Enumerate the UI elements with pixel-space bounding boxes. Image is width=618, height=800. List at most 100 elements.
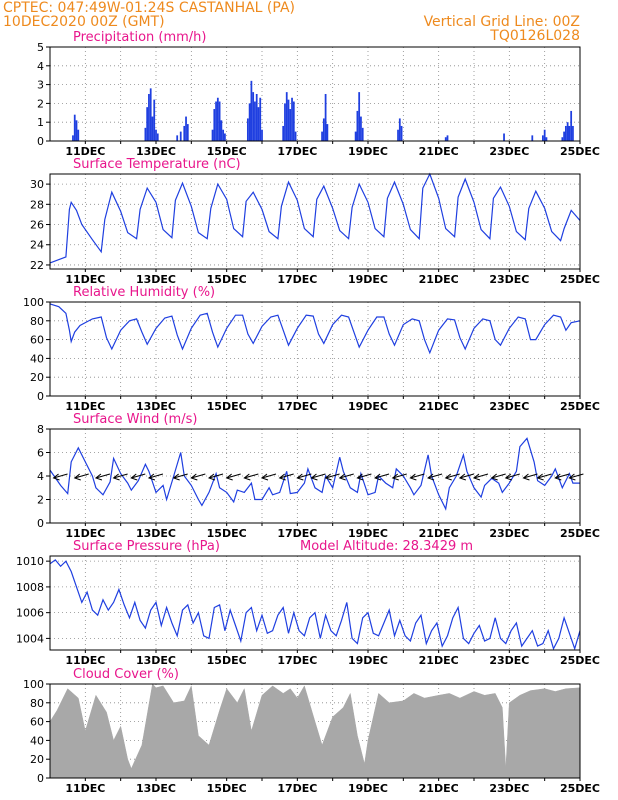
precip-bar <box>446 135 449 141</box>
x-tick-label: 19DEC <box>348 145 388 158</box>
precip-bar <box>324 94 327 141</box>
panel-surface-temperature: 22 24 26 28 30 11DEC 13DEC 15DEC 17DEC 19DEC 21DEC… <box>30 157 600 286</box>
run-date: 10DEC2020 00Z (GMT) <box>3 14 165 30</box>
station-header: CPTEC: 047:49W-01:24S CASTANHAL (PA) <box>3 0 295 16</box>
precip-bar <box>250 80 253 141</box>
cloud-cover-area <box>49 683 581 779</box>
y-tick-label: 30 <box>30 178 44 191</box>
precip-bar <box>566 122 569 141</box>
x-tick-label: 15DEC <box>207 782 247 795</box>
precip-bar <box>185 116 187 141</box>
wind-arrow-head <box>568 473 576 481</box>
x-tick-label: 23DEC <box>489 527 529 540</box>
y-tick-label: 3 <box>37 79 44 92</box>
wind-arrow-shaft <box>374 473 390 479</box>
wind-arrow-head <box>243 473 251 481</box>
precip-bar <box>213 109 216 141</box>
wind-arrow-shaft <box>427 473 443 479</box>
wind-arrow-shaft <box>191 473 206 479</box>
y-tick-label: 0 <box>37 772 44 785</box>
wind-arrow-head <box>504 473 512 481</box>
model-code: TQ0126L028 <box>489 28 580 44</box>
x-tick-label: 17DEC <box>277 654 317 667</box>
x-tick-label: 17DEC <box>277 400 317 413</box>
precip-bar <box>503 133 505 141</box>
precip-bar <box>224 133 226 141</box>
x-tick-label: 13DEC <box>136 654 176 667</box>
x-tick-label: 25DEC <box>560 654 600 667</box>
precip-bar <box>563 131 565 141</box>
wind-arrow <box>324 473 340 481</box>
wind-arrow <box>207 473 224 481</box>
precip-bar <box>216 97 219 141</box>
y-tick-label: 4 <box>37 60 44 73</box>
y-tick-label: 1006 <box>16 607 44 620</box>
x-tick-label: 21DEC <box>419 145 459 158</box>
x-tick-label: 13DEC <box>136 145 176 158</box>
wind-arrow-head <box>554 473 562 481</box>
precip-bar <box>356 110 359 141</box>
precip-bar <box>542 135 544 141</box>
y-tick-label: 40 <box>30 734 44 747</box>
y-tick-label: 20 <box>30 371 44 384</box>
precip-bar <box>246 118 249 141</box>
y-tick-label: 1010 <box>16 555 44 568</box>
precip-bar <box>531 135 534 141</box>
wind-arrow-head <box>522 473 530 481</box>
wind-arrow-head <box>444 473 452 481</box>
panel-surface-pressure: 1004 1006 1008 1010 11DEC 13DEC 15DEC 17DEC 19DE… <box>16 539 600 667</box>
wind-arrow-head <box>391 473 399 481</box>
wind-arrow-head <box>190 473 198 481</box>
precip-bar <box>289 109 292 141</box>
wind-arrow-shaft <box>297 473 312 479</box>
precip-bar <box>354 131 357 141</box>
precip-bar <box>570 110 573 141</box>
y-tick-label: 60 <box>30 334 44 347</box>
x-tick-label: 13DEC <box>136 527 176 540</box>
wind-arrow-shaft <box>226 473 241 479</box>
wind-arrow-shaft <box>459 473 475 479</box>
precip-bar <box>179 131 182 141</box>
panel-title: Relative Humidity (%) <box>73 285 215 300</box>
wind-arrow <box>338 473 354 481</box>
wind-arrow-shaft <box>74 473 89 479</box>
x-tick-label: 11DEC <box>65 145 105 158</box>
panel-precipitation: 0 1 2 3 4 5 11DEC 13DEC 15DEC 17DEC 19DEC 21DEC 23DE… <box>37 30 600 158</box>
precip-bar <box>564 125 567 141</box>
wind-arrow-head <box>536 473 544 481</box>
wind-arrow-head <box>94 473 103 481</box>
y-tick-label: 20 <box>30 753 44 766</box>
y-tick-label: 4 <box>37 470 44 483</box>
wind-arrow-shaft <box>537 473 552 479</box>
y-tick-label: 80 <box>30 315 44 328</box>
precip-bar <box>222 129 225 141</box>
wind-arrow <box>374 473 390 481</box>
precip-bar <box>144 127 147 141</box>
x-tick-label: 21DEC <box>419 782 459 795</box>
x-tick-label: 19DEC <box>348 782 388 795</box>
wind-arrow-shaft <box>569 473 584 479</box>
precip-bar <box>155 129 157 141</box>
wind-arrow <box>356 473 372 481</box>
y-tick-label: 100 <box>23 678 44 691</box>
precip-bar <box>397 129 399 141</box>
wind-arrow <box>504 473 520 481</box>
wind-arrow-head <box>427 473 435 481</box>
precip-bar <box>77 129 80 141</box>
wind-arrow-shaft <box>173 473 188 479</box>
x-tick-label: 11DEC <box>65 782 105 795</box>
precip-bar <box>146 107 149 141</box>
precip-bar <box>211 129 214 141</box>
y-tick-label: 100 <box>23 296 44 309</box>
wind-arrow-shaft <box>505 473 520 479</box>
wind-arrow-shaft <box>208 473 224 479</box>
precip-bar <box>72 135 74 141</box>
wind-arrow <box>112 473 128 481</box>
x-tick-label: 17DEC <box>277 145 317 158</box>
wind-arrow <box>554 473 570 481</box>
precip-bar <box>398 118 401 141</box>
panel-frame <box>49 555 581 651</box>
precip-bar <box>360 116 362 141</box>
precip-bar <box>568 125 571 141</box>
x-tick-label: 23DEC <box>489 654 529 667</box>
